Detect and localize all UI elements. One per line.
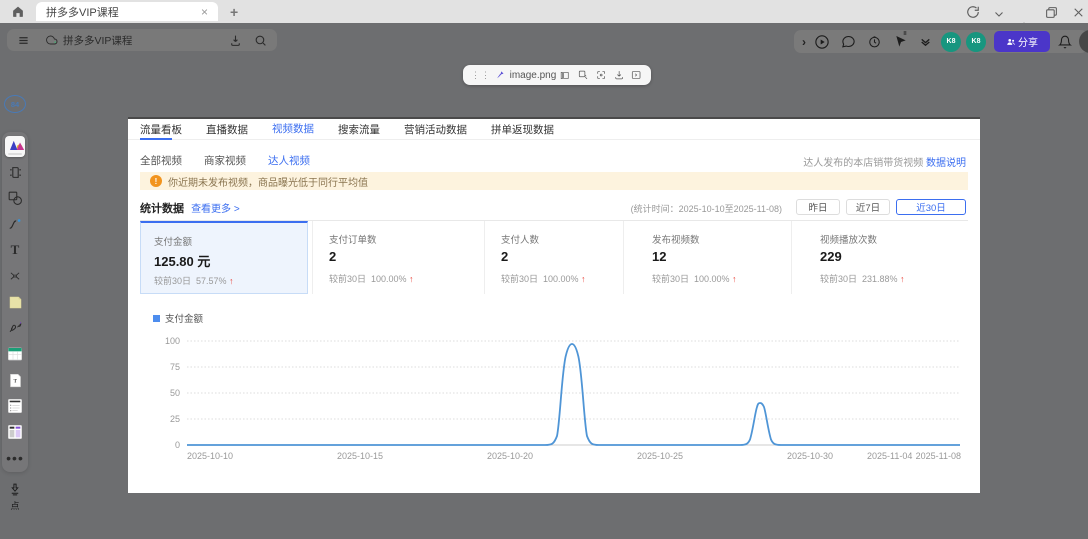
svg-text:0: 0 (175, 440, 180, 450)
svg-text:50: 50 (170, 388, 180, 398)
svg-text:2025-10-10: 2025-10-10 (187, 451, 233, 461)
svg-text:2025-10-25: 2025-10-25 (637, 451, 683, 461)
svg-text:2025-10-15: 2025-10-15 (337, 451, 383, 461)
svg-text:25: 25 (170, 414, 180, 424)
svg-text:2025-11-04: 2025-11-04 (867, 451, 912, 461)
svg-text:2025-11-08: 2025-11-08 (916, 451, 961, 461)
svg-text:75: 75 (170, 362, 180, 372)
svg-text:2025-10-20: 2025-10-20 (487, 451, 533, 461)
svg-text:100: 100 (165, 336, 180, 346)
svg-text:2025-10-30: 2025-10-30 (787, 451, 833, 461)
